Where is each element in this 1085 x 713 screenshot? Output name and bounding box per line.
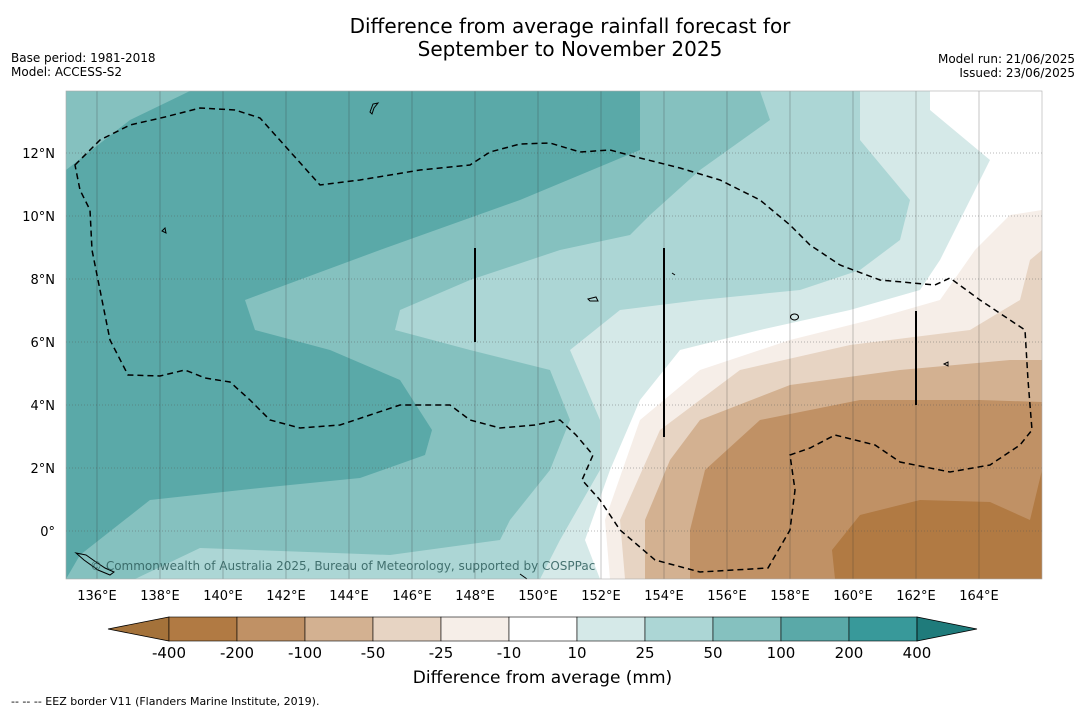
lon-label: 160°E bbox=[833, 589, 873, 604]
map-fill-layer bbox=[66, 91, 1042, 579]
colorbar-tick-label: -200 bbox=[220, 644, 254, 662]
colorbar-segment bbox=[508, 616, 578, 642]
colorbar-tick-label: -100 bbox=[288, 644, 322, 662]
colorbar-segment bbox=[576, 616, 646, 642]
marker-lines bbox=[474, 248, 917, 437]
colorbar-extend-high bbox=[916, 616, 978, 642]
model-name: Model: ACCESS-S2 bbox=[11, 65, 123, 79]
lon-label: 150°E bbox=[518, 589, 558, 604]
lon-label: 164°E bbox=[959, 589, 999, 604]
meta-left: Base period: 1981-2018 Model: ACCESS-S2 bbox=[11, 51, 156, 79]
colorbar-tick-label: 200 bbox=[835, 644, 864, 662]
lon-labels: 136°E 138°E 140°E 142°E 144°E 146°E 148°… bbox=[77, 589, 999, 604]
colorbar-segment bbox=[780, 616, 850, 642]
colorbar-label: Difference from average (mm) bbox=[412, 668, 673, 688]
colorbar-tick-label: 25 bbox=[635, 644, 654, 662]
colorbar-ticks: -400 -200 -100 -50 -25 -10 10 25 50 100 200 400 bbox=[152, 644, 931, 662]
colorbar bbox=[107, 616, 978, 642]
lon-label: 146°E bbox=[392, 589, 432, 604]
colorbar-segment bbox=[644, 616, 714, 642]
lon-label: 148°E bbox=[455, 589, 495, 604]
zone-minus200 bbox=[832, 470, 1042, 579]
colorbar-tick-label: -10 bbox=[497, 644, 522, 662]
lon-label: 136°E bbox=[77, 589, 117, 604]
colorbar-tick-label: -400 bbox=[152, 644, 186, 662]
lat-label: 10°N bbox=[22, 210, 55, 225]
colorbar-segment bbox=[168, 616, 238, 642]
lon-label: 142°E bbox=[266, 589, 306, 604]
lon-label: 140°E bbox=[203, 589, 243, 604]
colorbar-segment bbox=[372, 616, 442, 642]
eez-footnote: -- -- -- EEZ border V11 (Flanders Marine… bbox=[11, 695, 320, 708]
colorbar-tick-label: -50 bbox=[361, 644, 386, 662]
colorbar-segment bbox=[848, 616, 918, 642]
meta-right: Model run: 21/06/2025 Issued: 23/06/2025 bbox=[938, 52, 1075, 80]
title-line-2: September to November 2025 bbox=[417, 37, 723, 61]
lat-label: 12°N bbox=[22, 147, 55, 162]
lon-label: 152°E bbox=[581, 589, 621, 604]
colorbar-extend-low bbox=[107, 616, 170, 642]
copyright-text: © Commonwealth of Australia 2025, Bureau… bbox=[90, 559, 595, 573]
lat-label: 0° bbox=[40, 525, 55, 540]
zone-200-sw bbox=[66, 91, 590, 185]
lon-label: 156°E bbox=[707, 589, 747, 604]
lon-label: 144°E bbox=[329, 589, 369, 604]
zone-100-west bbox=[66, 91, 190, 170]
colorbar-tick-label: 50 bbox=[703, 644, 722, 662]
colorbar-segment bbox=[712, 616, 782, 642]
islands bbox=[74, 102, 949, 580]
colorbar-segment bbox=[304, 616, 374, 642]
map-frame bbox=[65, 90, 1043, 580]
lat-label: 6°N bbox=[31, 336, 56, 351]
issued-date: Issued: 23/06/2025 bbox=[959, 66, 1075, 80]
lon-label: 162°E bbox=[896, 589, 936, 604]
lat-label: 8°N bbox=[31, 273, 56, 288]
chart-title: Difference from average rainfall forecas… bbox=[270, 15, 870, 61]
colorbar-tick-label: -25 bbox=[429, 644, 454, 662]
eez-border bbox=[74, 107, 1033, 573]
lat-label: 2°N bbox=[31, 462, 56, 477]
lat-label: 4°N bbox=[31, 399, 56, 414]
lon-label: 138°E bbox=[140, 589, 180, 604]
lon-label: 154°E bbox=[644, 589, 684, 604]
title-line-1: Difference from average rainfall forecas… bbox=[349, 14, 791, 38]
colorbar-tick-label: 400 bbox=[903, 644, 932, 662]
colorbar-tick-label: 100 bbox=[767, 644, 796, 662]
model-run: Model run: 21/06/2025 bbox=[937, 52, 1075, 66]
colorbar-segment bbox=[236, 616, 306, 642]
lon-label: 158°E bbox=[770, 589, 810, 604]
base-period: Base period: 1981-2018 bbox=[11, 51, 156, 65]
colorbar-segment bbox=[440, 616, 510, 642]
colorbar-tick-label: 10 bbox=[567, 644, 586, 662]
lat-labels: 12°N 10°N 8°N 6°N 4°N 2°N 0° bbox=[22, 147, 55, 540]
